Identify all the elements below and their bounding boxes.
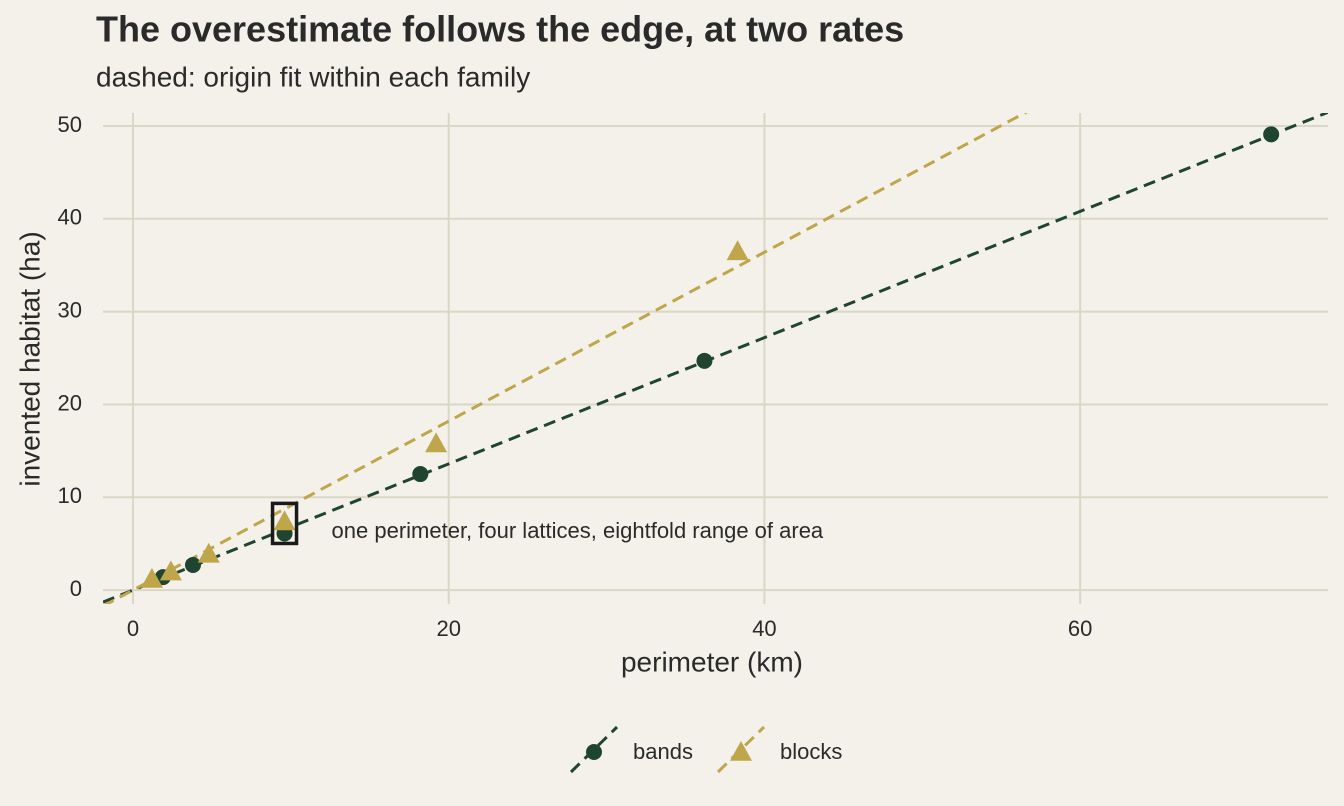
point [425,432,448,453]
y-tick-label: 30 [58,297,82,322]
chart-title: The overestimate follows the edge, at tw… [96,9,904,50]
fit-line [103,113,1028,604]
x-tick-label: 40 [752,616,776,641]
x-tick-label: 0 [127,616,139,641]
point [1263,126,1280,143]
legend-line [569,725,619,774]
legend-label: blocks [780,739,842,764]
point [184,557,201,574]
point [730,741,752,761]
y-tick-label: 20 [58,390,82,415]
x-tick-label: 20 [436,616,460,641]
point [197,542,220,563]
point [273,510,296,531]
x-tick-label: 60 [1068,616,1092,641]
y-tick-label: 50 [58,112,82,137]
fit-lines [103,113,1328,604]
y-tick-label: 40 [58,205,82,230]
legend-label: bands [633,739,693,764]
chart-subtitle: dashed: origin fit within each family [96,61,530,92]
y-axis-title: invented habitat (ha) [14,231,45,486]
annotation-box [270,501,299,546]
points [140,126,1280,588]
point [726,240,749,261]
y-tick-label: 0 [70,576,82,601]
point [159,560,182,581]
point [696,352,713,369]
x-axis-title: perimeter (km) [621,646,803,677]
point [412,466,429,483]
point [140,567,163,588]
fit-line [103,113,1328,604]
y-tick-label: 10 [58,483,82,508]
legend-line [716,725,766,774]
annotation-text: one perimeter, four lattices, eightfold … [332,518,824,543]
point [586,744,602,760]
